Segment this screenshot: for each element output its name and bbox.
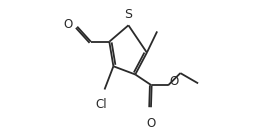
Text: O: O xyxy=(63,18,73,31)
Text: O: O xyxy=(169,75,179,88)
Text: Cl: Cl xyxy=(95,98,107,111)
Text: O: O xyxy=(146,117,156,130)
Text: S: S xyxy=(124,7,132,21)
